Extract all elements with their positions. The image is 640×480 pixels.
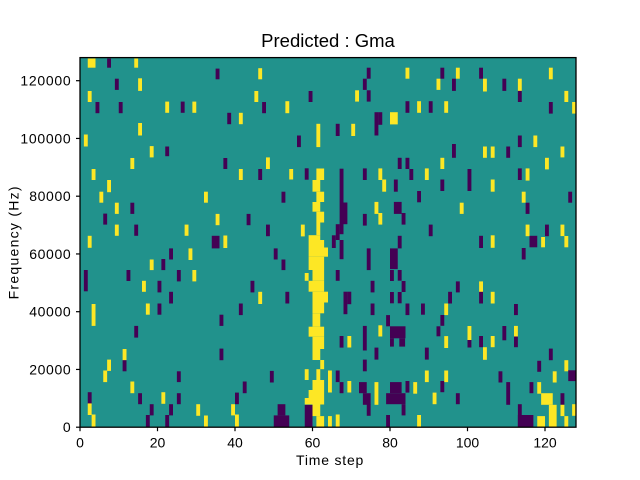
svg-text:100000: 100000 [20,130,71,146]
svg-text:80: 80 [382,435,398,451]
svg-text:Frequency (Hz): Frequency (Hz) [6,186,22,299]
svg-text:60: 60 [305,435,321,451]
svg-text:100: 100 [456,435,480,451]
svg-text:40000: 40000 [29,304,71,320]
svg-text:0: 0 [63,419,71,435]
svg-text:120: 120 [533,435,557,451]
svg-text:120000: 120000 [20,73,71,89]
svg-text:0: 0 [76,435,84,451]
svg-text:40: 40 [227,435,243,451]
svg-text:Time step: Time step [296,452,364,468]
svg-text:80000: 80000 [29,188,71,204]
svg-text:60000: 60000 [29,246,71,262]
svg-text:20: 20 [150,435,166,451]
svg-text:Predicted : Gma: Predicted : Gma [261,30,395,51]
svg-text:20000: 20000 [29,361,71,377]
